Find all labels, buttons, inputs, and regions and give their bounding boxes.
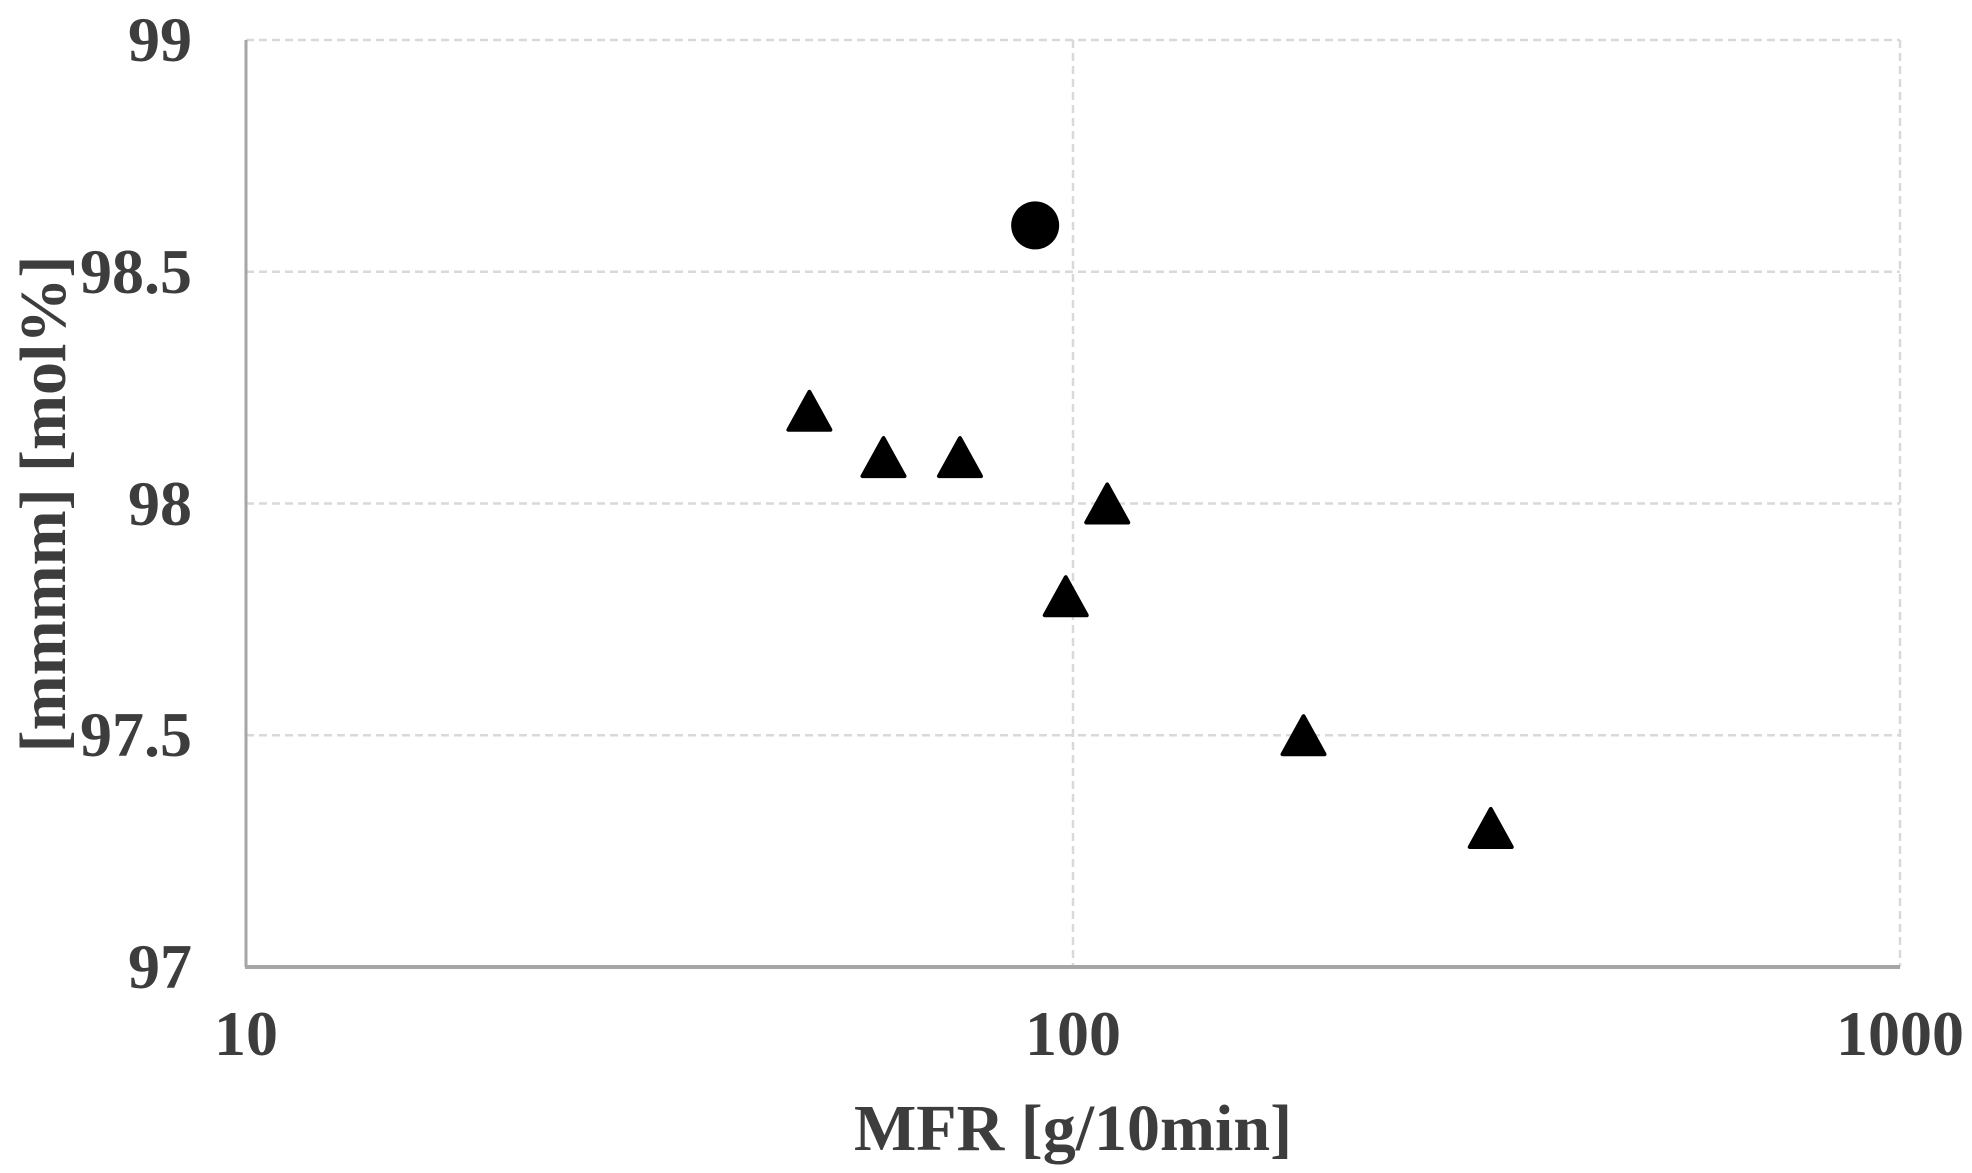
triangle-marker [860, 436, 907, 479]
triangle-marker [936, 436, 983, 479]
y-tick-label: 97 [128, 931, 192, 1002]
y-tick-label: 98.5 [80, 235, 192, 307]
circle-marker [1011, 201, 1060, 250]
x-tick-label: 1000 [1836, 998, 1964, 1069]
y-tick-label: 98 [128, 467, 192, 539]
triangle-marker [1084, 482, 1131, 525]
triangle-marker [1042, 575, 1089, 618]
triangle-marker [786, 389, 833, 432]
x-tick-label: 100 [1025, 998, 1121, 1069]
triangle-marker [1280, 714, 1327, 757]
y-tick-label: 99 [128, 4, 192, 75]
x-axis-title: MFR [g/10min] [853, 1092, 1293, 1165]
triangle-marker [1467, 806, 1514, 849]
y-tick-label: 97.5 [80, 699, 192, 771]
x-tick-label: 10 [214, 998, 278, 1069]
